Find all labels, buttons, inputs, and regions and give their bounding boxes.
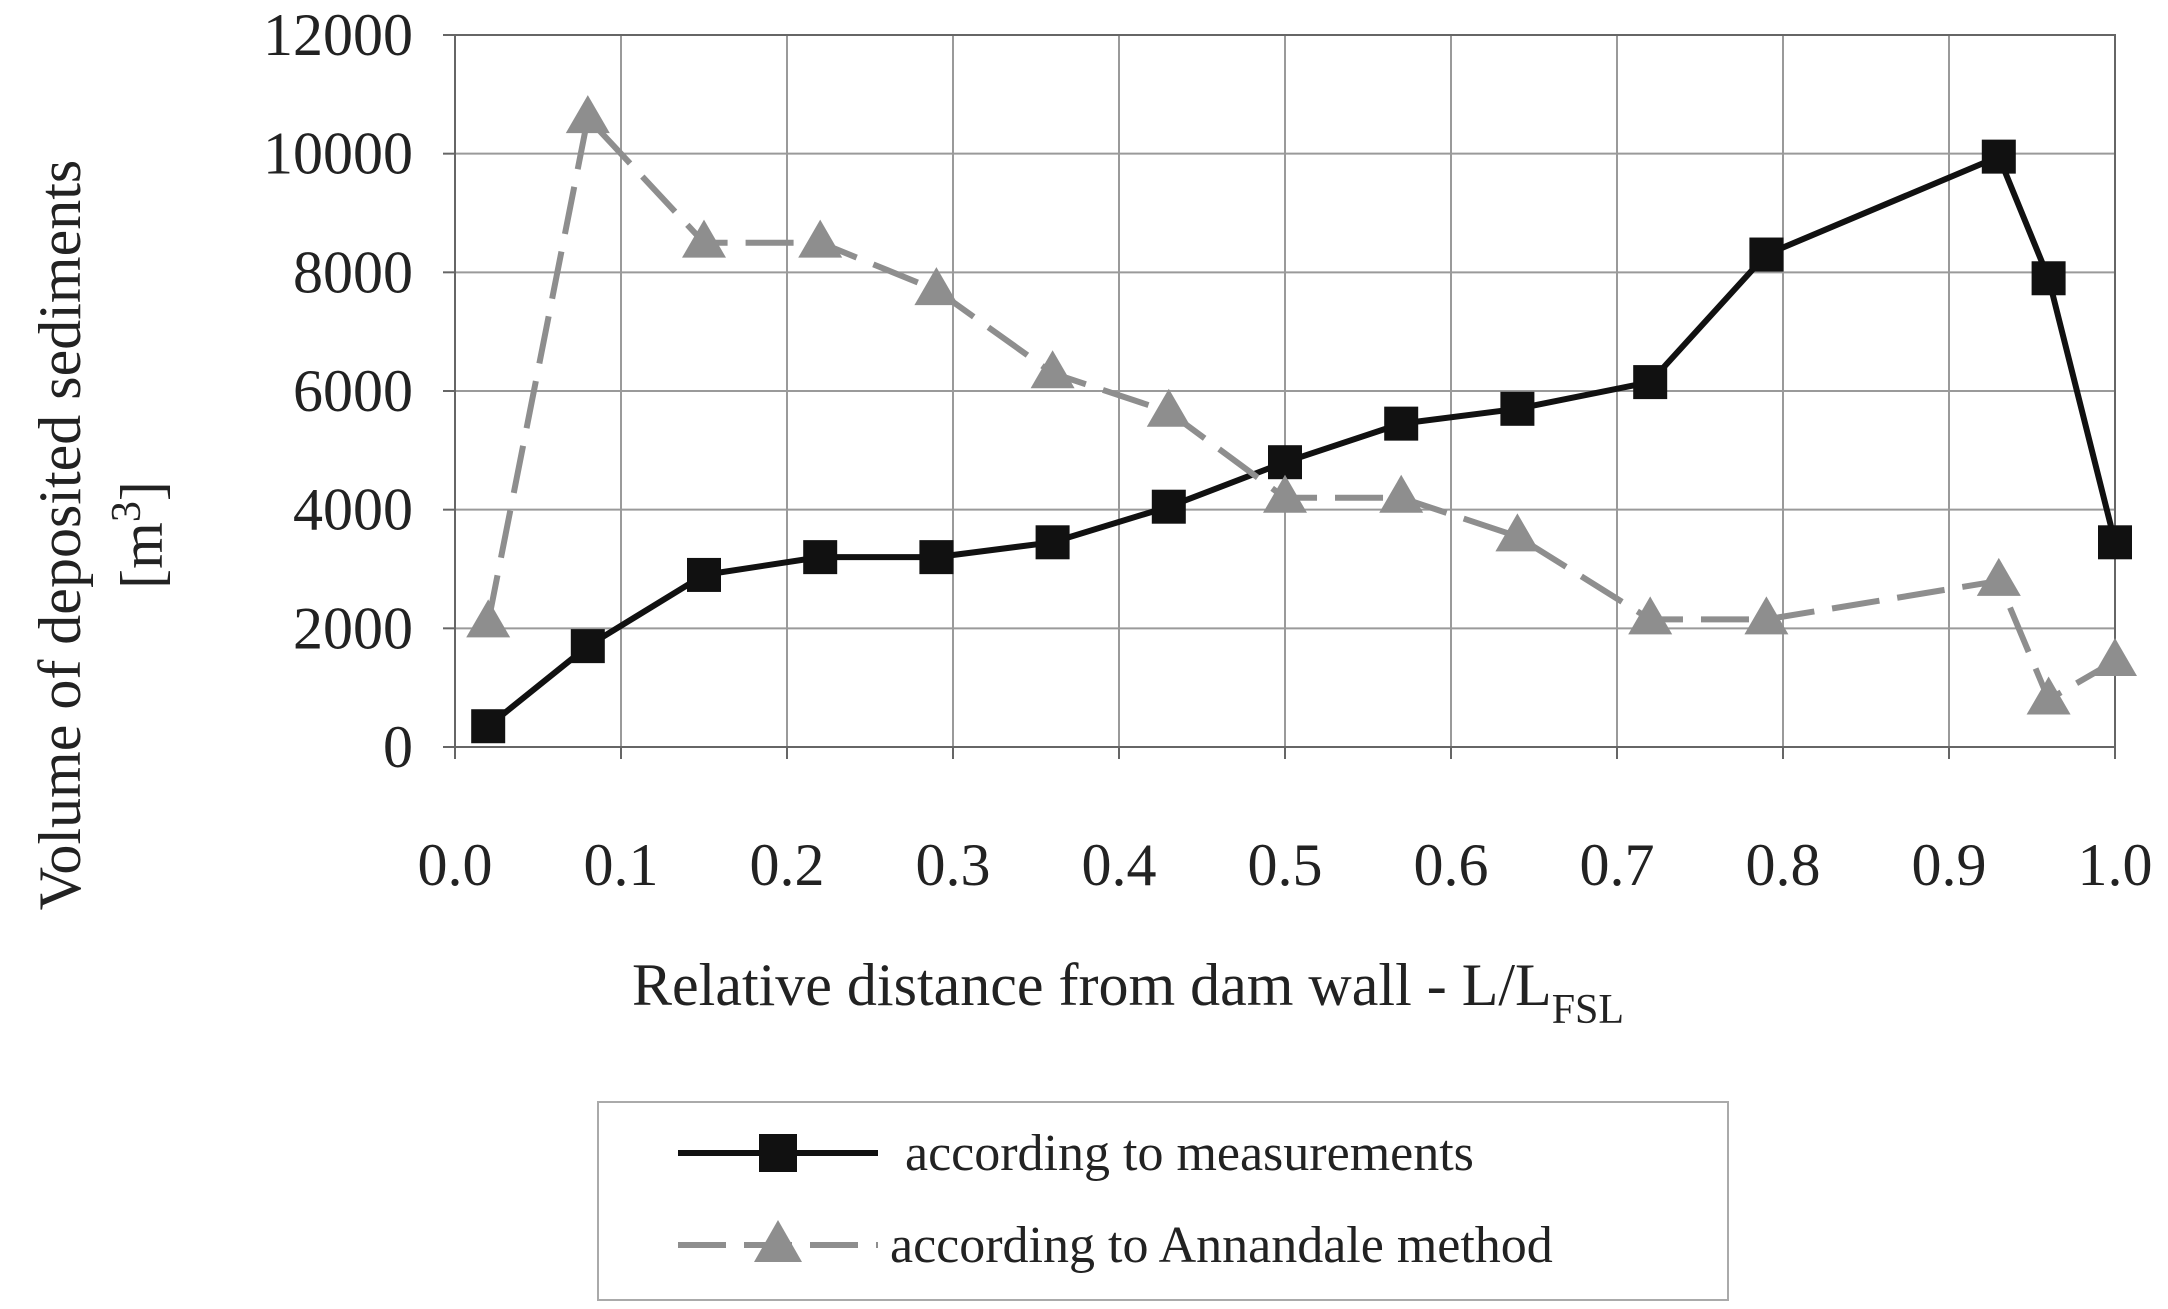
data-point-annandale <box>1744 596 1789 635</box>
data-point-annandale <box>1495 513 1540 552</box>
data-point-annandale <box>1146 388 1191 427</box>
data-point-annandale <box>2093 637 2137 676</box>
y-axis-title: Volume of deposited sediments <box>27 160 93 910</box>
legend-label-measurements: according to measurements <box>905 1125 1474 1182</box>
series-line-measurements <box>486 153 2118 729</box>
data-point-annandale <box>1379 474 1424 513</box>
legend-label-annandale: according to Annandale method <box>890 1217 1553 1274</box>
data-point-measurements <box>2031 261 2066 296</box>
x-tick-label: 0.8 <box>1746 832 1821 898</box>
x-tick-label: 0.4 <box>1082 832 1157 898</box>
series-group <box>466 95 2137 744</box>
data-point-measurements <box>803 540 838 575</box>
legend-frame <box>597 1101 1729 1301</box>
data-point-measurements <box>1268 445 1302 480</box>
x-tick-label: 0.3 <box>916 832 991 898</box>
data-point-annandale <box>1263 474 1307 513</box>
data-point-measurements <box>919 540 954 575</box>
data-point-annandale <box>914 267 959 306</box>
y-tick-label: 4000 <box>293 477 413 543</box>
y-tick-label: 10000 <box>263 121 413 187</box>
x-tick-label: 0.6 <box>1414 832 1489 898</box>
x-tick-label: 0.7 <box>1580 832 1655 898</box>
y-tick-label: 8000 <box>293 239 413 305</box>
grid-lines <box>454 34 2116 748</box>
x-axis-ticks: 0.0 0.1 0.2 0.3 0.4 0.5 0.6 0.7 0.8 0.9 1.0 <box>418 747 2153 898</box>
x-tick-label: 0.0 <box>418 832 493 898</box>
x-tick-label: 1.0 <box>2078 832 2153 898</box>
data-point-measurements <box>687 557 721 592</box>
x-tick-label: 0.2 <box>750 832 825 898</box>
data-point-annandale <box>1030 350 1075 389</box>
data-point-annandale <box>798 219 843 258</box>
legend-marker-square <box>759 1134 797 1172</box>
data-point-measurements <box>570 629 605 664</box>
y-tick-label: 0 <box>383 714 413 780</box>
data-point-annandale <box>1976 557 2021 596</box>
data-point-measurements <box>1384 406 1419 441</box>
series-line-annandale <box>485 115 2117 703</box>
data-point-measurements <box>1633 365 1668 400</box>
y-axis-ticks: 0 2000 4000 6000 8000 10000 12000 <box>263 2 455 780</box>
x-tick-label: 0.9 <box>1912 832 1987 898</box>
data-point-measurements <box>1981 139 2016 174</box>
data-point-annandale <box>2026 676 2071 715</box>
x-tick-label: 0.5 <box>1248 832 1323 898</box>
legend-item-annandale: according to Annandale method <box>678 1217 1553 1274</box>
data-point-measurements <box>1500 391 1535 426</box>
data-point-measurements <box>1151 489 1186 524</box>
x-tick-label: 0.1 <box>584 832 659 898</box>
y-axis-unit: [m3] <box>104 481 175 589</box>
y-tick-label: 12000 <box>263 2 413 68</box>
data-point-annandale <box>466 599 511 638</box>
y-tick-label: 6000 <box>293 358 413 424</box>
data-point-measurements <box>1035 525 1070 560</box>
x-axis-title: Relative distance from dam wall - L/LFSL <box>632 952 1624 1033</box>
data-point-annandale <box>682 219 726 258</box>
data-point-annandale <box>1628 596 1673 635</box>
y-tick-label: 2000 <box>293 595 413 661</box>
data-point-measurements <box>471 709 506 744</box>
data-point-annandale <box>565 95 610 134</box>
data-point-measurements <box>2098 525 2132 560</box>
legend-item-measurements: according to measurements <box>678 1125 1474 1182</box>
data-point-measurements <box>1749 237 1784 272</box>
legend-marker-triangle <box>754 1220 802 1262</box>
legend: according to measurements according to A… <box>597 1101 1729 1301</box>
